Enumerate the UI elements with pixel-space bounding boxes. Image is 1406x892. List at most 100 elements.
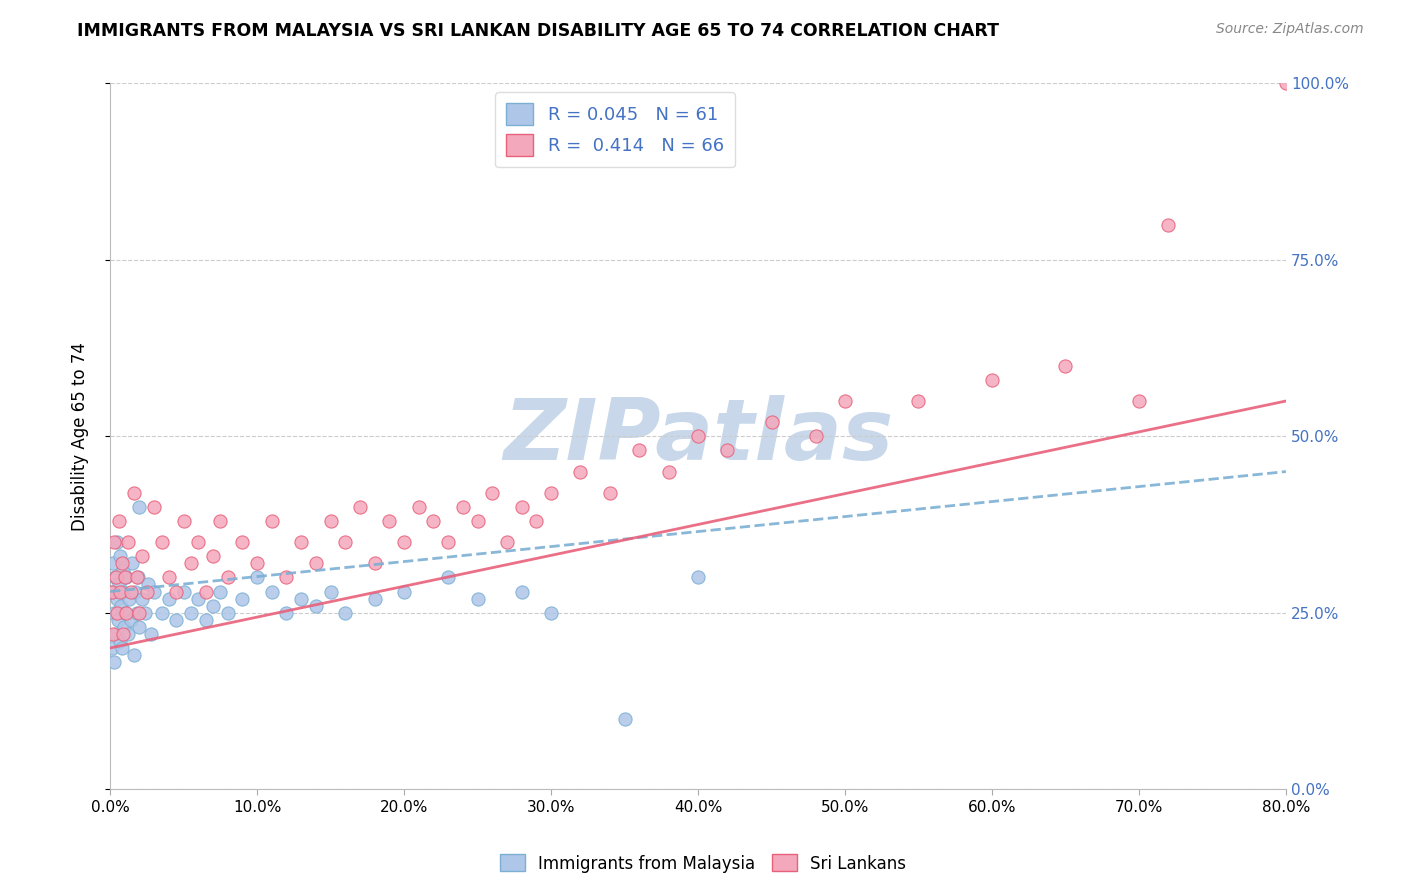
Point bbox=[108, 634, 131, 648]
Point bbox=[122, 485, 145, 500]
Point bbox=[131, 591, 153, 606]
Legend: R = 0.045   N = 61, R =  0.414   N = 66: R = 0.045 N = 61, R = 0.414 N = 66 bbox=[495, 93, 735, 167]
Legend: Immigrants from Malaysia, Sri Lankans: Immigrants from Malaysia, Sri Lankans bbox=[494, 847, 912, 880]
Point bbox=[1157, 218, 1180, 232]
Point bbox=[125, 606, 148, 620]
Point bbox=[114, 606, 136, 620]
Point bbox=[1054, 359, 1077, 373]
Point bbox=[335, 535, 357, 549]
Point bbox=[1128, 394, 1150, 409]
Point bbox=[112, 627, 135, 641]
Point bbox=[319, 514, 342, 528]
Point bbox=[1275, 77, 1298, 91]
Point bbox=[467, 514, 489, 528]
Point bbox=[157, 591, 180, 606]
Point bbox=[437, 570, 460, 584]
Point bbox=[231, 535, 253, 549]
Point bbox=[173, 584, 195, 599]
Point bbox=[686, 570, 709, 584]
Point bbox=[143, 500, 166, 514]
Point bbox=[201, 599, 224, 613]
Point bbox=[180, 606, 202, 620]
Point bbox=[981, 373, 1004, 387]
Point bbox=[110, 599, 132, 613]
Point bbox=[290, 535, 312, 549]
Point bbox=[319, 584, 342, 599]
Point bbox=[231, 591, 253, 606]
Point bbox=[141, 627, 163, 641]
Point bbox=[165, 613, 187, 627]
Point bbox=[524, 514, 547, 528]
Text: IMMIGRANTS FROM MALAYSIA VS SRI LANKAN DISABILITY AGE 65 TO 74 CORRELATION CHART: IMMIGRANTS FROM MALAYSIA VS SRI LANKAN D… bbox=[77, 22, 1000, 40]
Point bbox=[165, 584, 187, 599]
Point bbox=[125, 570, 148, 584]
Point bbox=[540, 606, 562, 620]
Point bbox=[363, 591, 385, 606]
Point bbox=[305, 599, 328, 613]
Point bbox=[276, 570, 298, 584]
Point bbox=[103, 535, 125, 549]
Point bbox=[150, 606, 173, 620]
Point bbox=[118, 591, 141, 606]
Point bbox=[104, 627, 127, 641]
Point bbox=[173, 514, 195, 528]
Point bbox=[540, 485, 562, 500]
Point bbox=[907, 394, 929, 409]
Point bbox=[157, 570, 180, 584]
Point bbox=[104, 570, 127, 584]
Point bbox=[201, 549, 224, 564]
Point bbox=[120, 584, 142, 599]
Point bbox=[246, 557, 269, 571]
Point bbox=[496, 535, 519, 549]
Point bbox=[209, 514, 232, 528]
Point bbox=[128, 500, 150, 514]
Point bbox=[117, 535, 139, 549]
Point bbox=[451, 500, 474, 514]
Point bbox=[260, 584, 283, 599]
Point bbox=[392, 535, 415, 549]
Point bbox=[363, 557, 385, 571]
Point bbox=[481, 485, 503, 500]
Point bbox=[136, 577, 159, 591]
Point bbox=[804, 429, 827, 443]
Point bbox=[378, 514, 401, 528]
Point bbox=[103, 606, 125, 620]
Point bbox=[110, 549, 132, 564]
Point bbox=[246, 570, 269, 584]
Point bbox=[111, 563, 134, 577]
Point bbox=[135, 584, 157, 599]
Point bbox=[110, 584, 132, 599]
Point bbox=[143, 584, 166, 599]
Point bbox=[335, 606, 357, 620]
Point bbox=[194, 584, 217, 599]
Point bbox=[613, 712, 636, 726]
Point bbox=[437, 535, 460, 549]
Point bbox=[114, 570, 136, 584]
Point bbox=[104, 570, 127, 584]
Point bbox=[105, 535, 128, 549]
Point bbox=[124, 584, 146, 599]
Point bbox=[422, 514, 444, 528]
Point bbox=[112, 620, 135, 634]
Point bbox=[510, 500, 533, 514]
Point bbox=[305, 557, 328, 571]
Point bbox=[658, 465, 681, 479]
Point bbox=[187, 535, 209, 549]
Point bbox=[127, 570, 149, 584]
Point bbox=[115, 606, 138, 620]
Point bbox=[112, 584, 135, 599]
Point bbox=[134, 606, 156, 620]
Point bbox=[122, 648, 145, 662]
Point bbox=[101, 557, 124, 571]
Point bbox=[117, 627, 139, 641]
Point bbox=[408, 500, 430, 514]
Point bbox=[121, 557, 143, 571]
Point bbox=[100, 584, 122, 599]
Y-axis label: Disability Age 65 to 74: Disability Age 65 to 74 bbox=[72, 342, 89, 531]
Point bbox=[107, 606, 129, 620]
Point bbox=[467, 591, 489, 606]
Point bbox=[101, 584, 124, 599]
Text: ZIPatlas: ZIPatlas bbox=[503, 395, 893, 478]
Point bbox=[686, 429, 709, 443]
Point bbox=[392, 584, 415, 599]
